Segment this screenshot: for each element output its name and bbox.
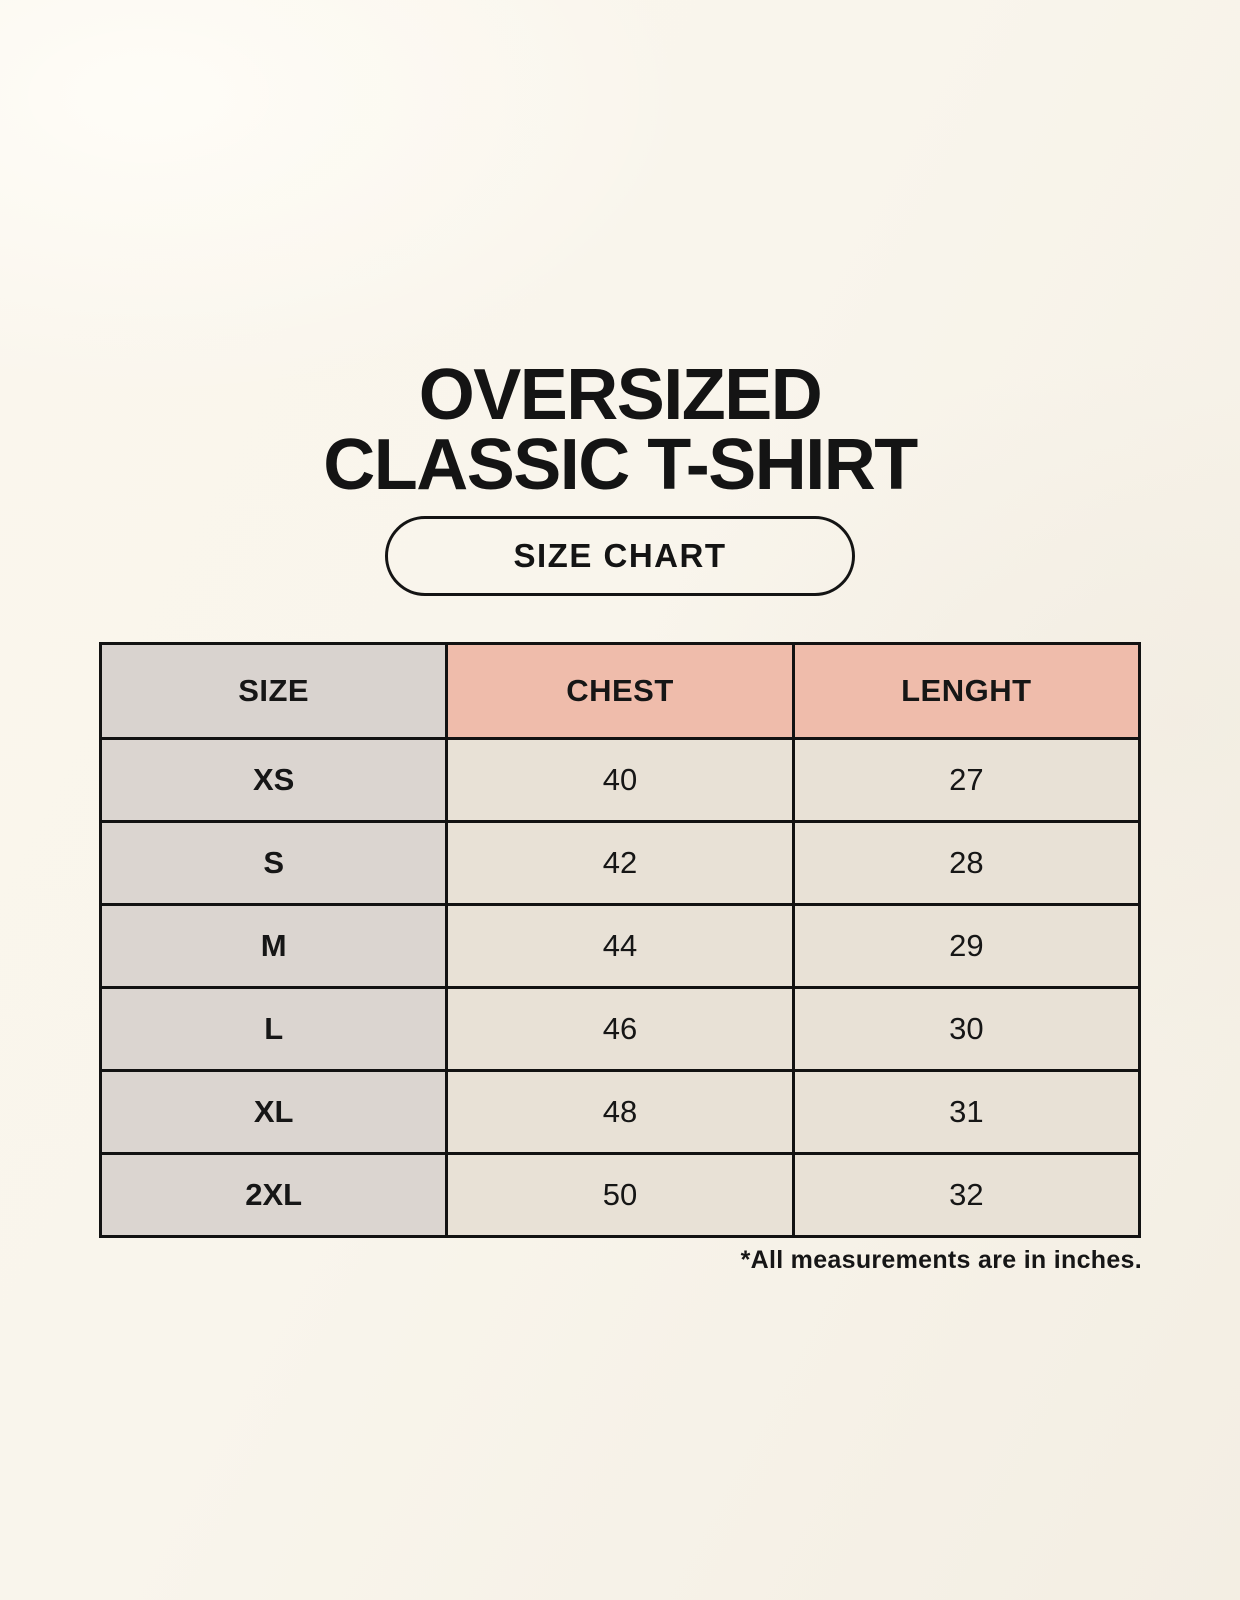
chest-value-cell: 50 — [445, 1152, 795, 1238]
measurements-note: *All measurements are in inches. — [740, 1246, 1142, 1274]
table-row-2xl: 2XL 50 32 — [98, 1152, 1142, 1238]
table-row-xl: XL 48 31 — [98, 1069, 1142, 1155]
chest-value-cell: 40 — [445, 737, 795, 823]
chest-value-cell: 46 — [445, 986, 795, 1072]
size-label-cell: M — [98, 903, 449, 989]
header-cell-length: LENGHT — [791, 642, 1142, 740]
chest-value-cell: 44 — [445, 903, 795, 989]
length-value-cell: 29 — [791, 903, 1142, 989]
page-title: OVERSIZED CLASSIC T-SHIRT — [0, 355, 1240, 506]
table-row-m: M 44 29 — [98, 903, 1142, 989]
length-value-cell: 30 — [791, 986, 1142, 1072]
header-cell-size: SIZE — [98, 642, 449, 740]
size-chart-button[interactable]: SIZE CHART — [385, 516, 855, 596]
page-title-line2: CLASSIC T-SHIRT — [323, 425, 918, 506]
length-value-cell: 32 — [791, 1152, 1142, 1238]
table-row-l: L 46 30 — [98, 986, 1142, 1072]
table-row-xs: XS 40 27 — [98, 737, 1142, 823]
size-label-cell: S — [98, 820, 449, 906]
size-label-cell: L — [98, 986, 449, 1072]
chest-value-cell: 48 — [445, 1069, 795, 1155]
table-header-row: SIZE CHEST LENGHT — [98, 642, 1142, 740]
length-value-cell: 31 — [791, 1069, 1142, 1155]
size-table: SIZE CHEST LENGHT XS 40 27 S 42 28 M 44 … — [98, 642, 1142, 1238]
length-value-cell: 27 — [791, 737, 1142, 823]
header-cell-chest: CHEST — [445, 642, 795, 740]
page-title-line1: OVERSIZED — [418, 355, 823, 436]
length-value-cell: 28 — [791, 820, 1142, 906]
chest-value-cell: 42 — [445, 820, 795, 906]
size-label-cell: 2XL — [98, 1152, 449, 1238]
table-row-s: S 42 28 — [98, 820, 1142, 906]
size-chart-button-label: SIZE CHART — [513, 537, 727, 574]
size-label-cell: XL — [98, 1069, 449, 1155]
size-label-cell: XS — [98, 737, 449, 823]
